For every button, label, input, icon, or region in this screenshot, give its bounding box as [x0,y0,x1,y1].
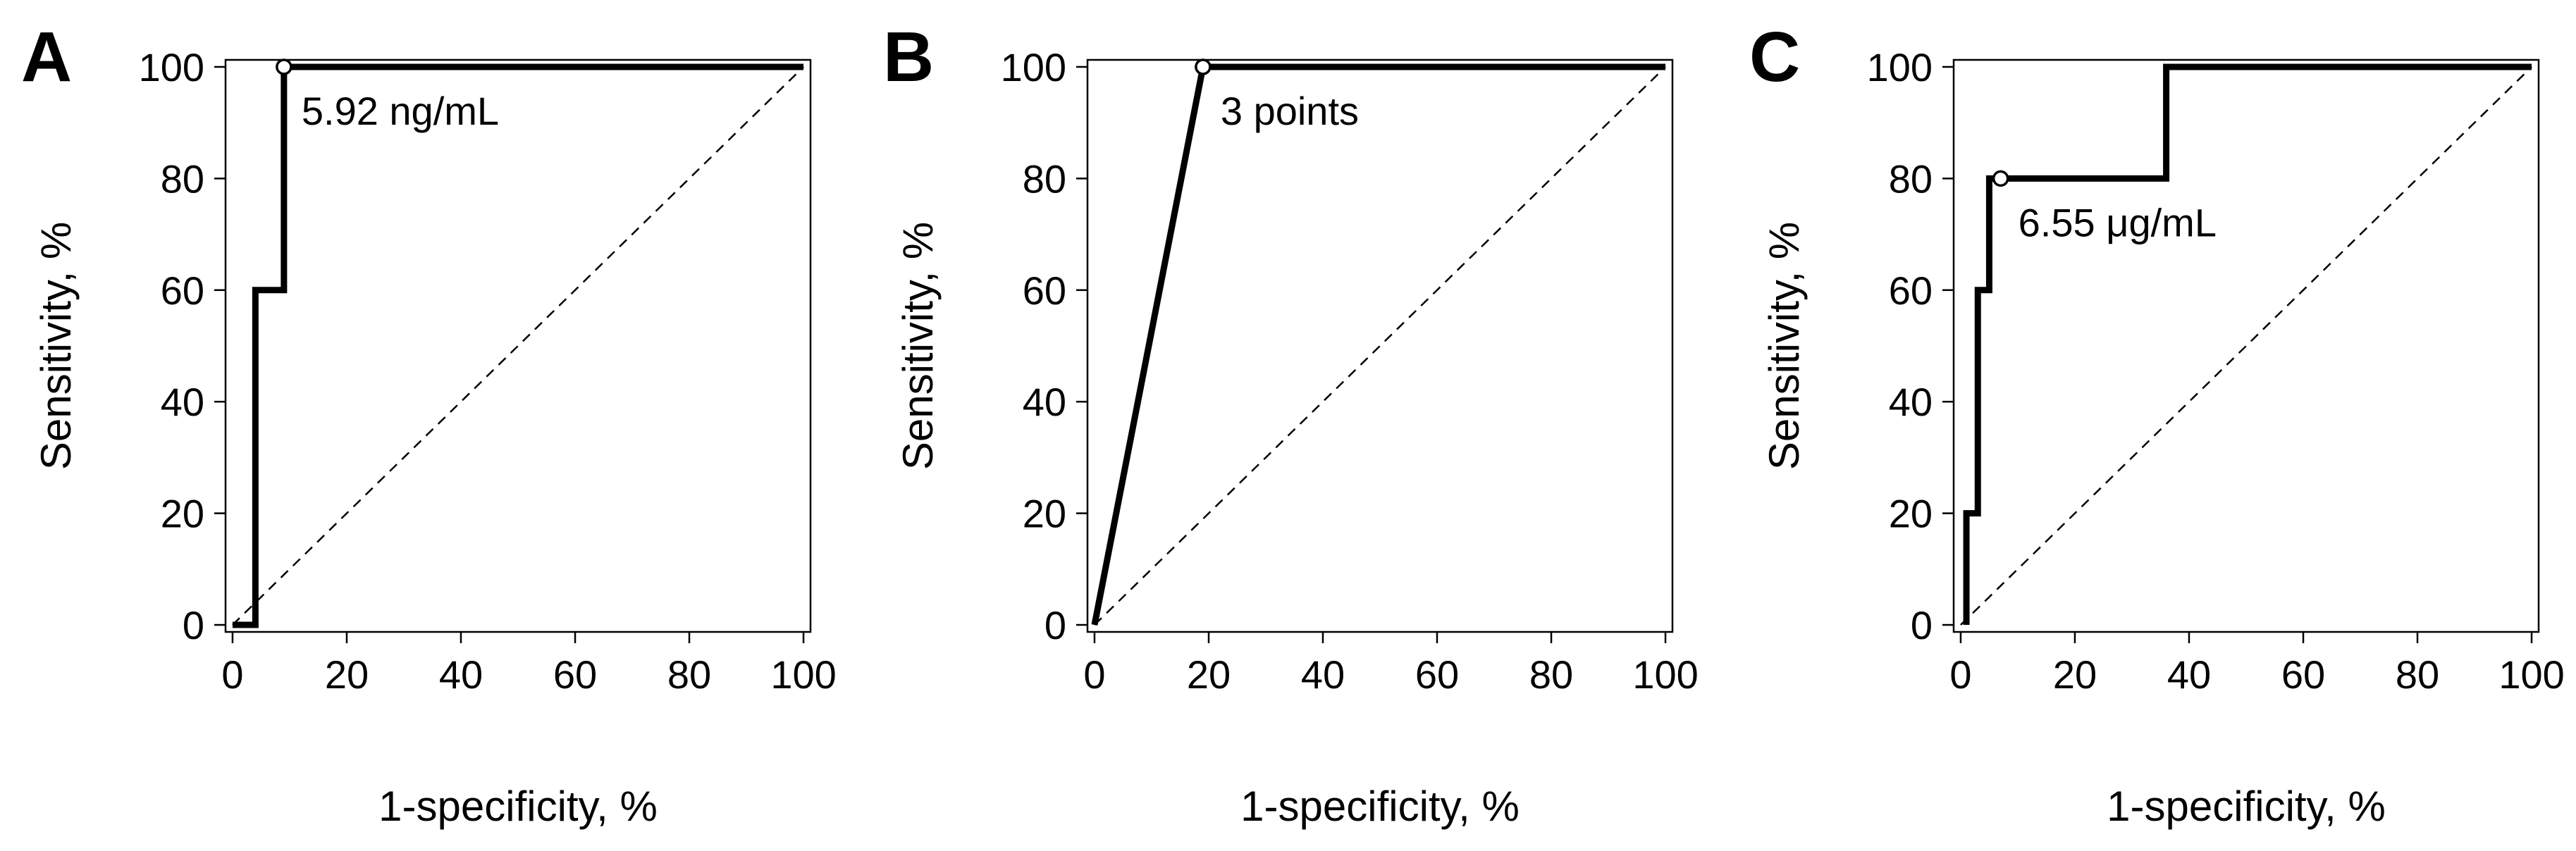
y-tick-label: 80 [1889,156,1933,201]
x-tick-label: 40 [439,652,483,697]
cutoff-marker [276,58,292,75]
reference-line [1960,66,2532,626]
cutoff-label: 3 points [1221,89,1359,133]
y-tick-label: 0 [1044,603,1066,647]
cutoff-label: 6.55 μg/mL [2019,200,2217,244]
x-tick-label: 60 [2281,652,2325,697]
x-tick-label: 60 [1415,652,1459,697]
y-axis-label: Sensitivity, % [894,222,942,470]
x-tick-label: 20 [325,652,369,697]
reference-line [1094,66,1666,626]
x-tick-label: 40 [1301,652,1345,697]
panel-a: 0 20 40 60 80 100 0 20 40 60 80 100 1-specificity, %… [21,18,837,830]
panel-b: 0 20 40 60 80 100 0 20 40 60 80 100 1-specificity, %… [883,18,1699,830]
y-tick-label: 60 [1023,268,1066,313]
x-axis-label: 1-specificity, % [2107,783,2386,830]
roc-curve [1963,63,2532,626]
x-axis-label: 1-specificity, % [1240,783,1520,830]
x-tick-label: 80 [2396,652,2439,697]
panel-label: B [883,18,934,97]
y-axis-label: Sensitivity, % [1761,222,1808,470]
x-tick-label: 20 [1187,652,1231,697]
x-tick-label: 0 [1083,652,1105,697]
x-tick-label: 100 [1632,652,1698,697]
y-tick-label: 100 [1867,45,1933,89]
x-tick-label: 100 [770,652,836,697]
y-tick-label: 100 [1001,45,1066,89]
y-tick-label: 80 [161,156,204,201]
plot-frame [1086,58,1674,633]
cutoff-marker [1195,58,1212,75]
reference-line [232,66,804,626]
y-tick-label: 20 [1889,492,1933,536]
y-tick-label: 0 [1911,603,1933,647]
y-tick-label: 100 [139,45,204,89]
y-tick-label: 80 [1023,156,1066,201]
panel-label: A [21,18,72,97]
x-tick-label: 20 [2053,652,2097,697]
cutoff-label: 5.92 ng/mL [302,89,499,133]
cutoff-marker [1992,170,2009,187]
y-tick-label: 40 [1023,380,1066,424]
y-tick-label: 60 [161,268,204,313]
panel-c: 0 20 40 60 80 100 0 20 40 60 80 100 1-specificity, %… [1749,18,2565,830]
x-tick-label: 80 [667,652,711,697]
x-tick-label: 40 [2167,652,2211,697]
y-tick-label: 0 [183,603,204,647]
y-tick-label: 20 [161,492,204,536]
y-tick-label: 40 [161,380,204,424]
x-tick-label: 0 [1949,652,1971,697]
y-axis-label: Sensitivity, % [32,222,80,470]
y-tick-label: 60 [1889,268,1933,313]
panel-label: C [1749,18,1800,97]
plot-frame [224,58,812,633]
x-tick-label: 0 [221,652,243,697]
x-tick-label: 60 [553,652,597,697]
roc-curve [232,63,804,628]
y-tick-label: 40 [1889,380,1933,424]
y-tick-label: 20 [1023,492,1066,536]
x-axis-label: 1-specificity, % [378,783,658,830]
plot-frame [1952,58,2540,633]
x-tick-label: 100 [2498,652,2564,697]
x-tick-label: 80 [1529,652,1573,697]
